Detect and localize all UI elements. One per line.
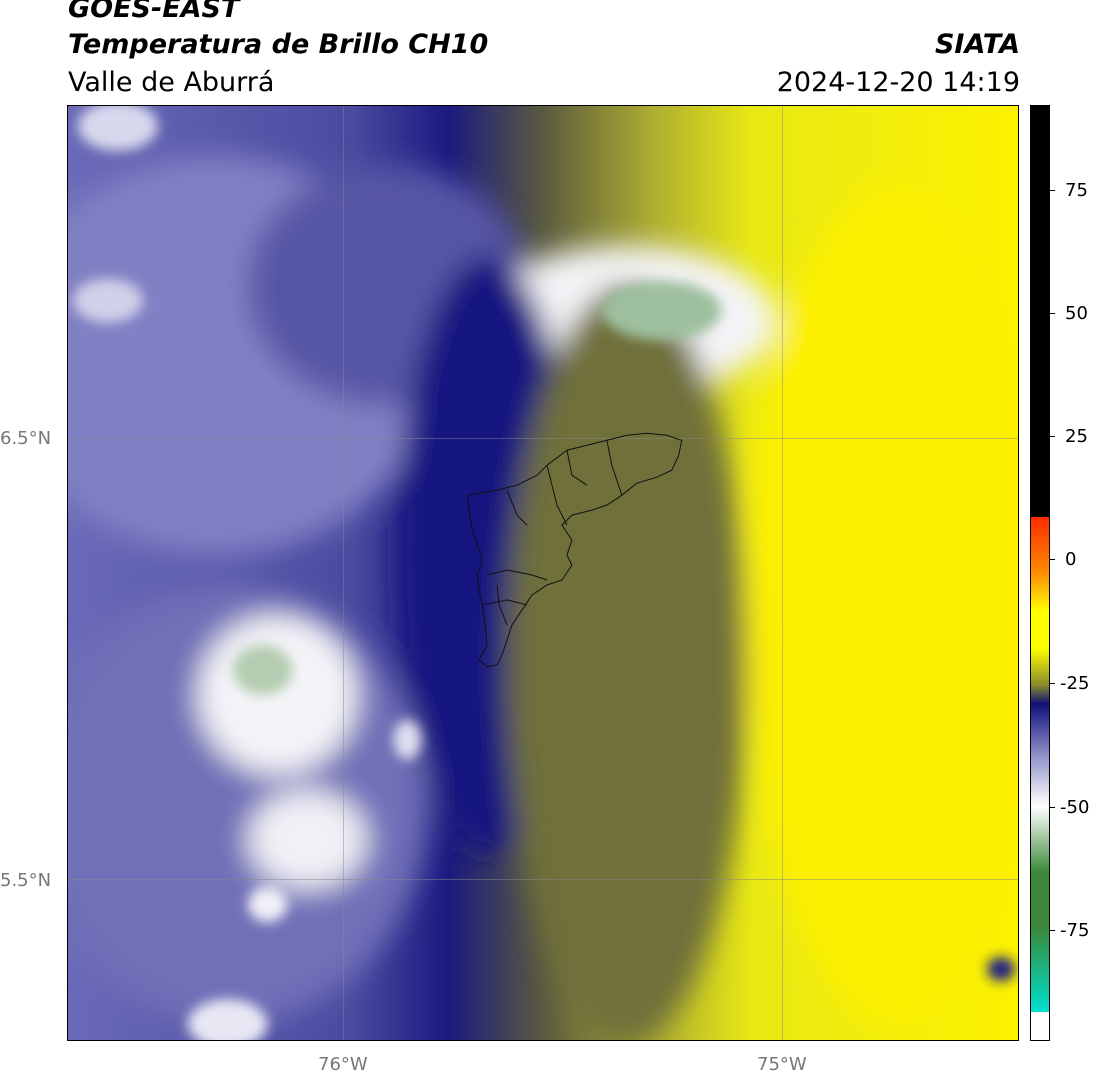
colorbar-label-25: 25: [1065, 426, 1088, 447]
cold-cloud-southwest: [197, 614, 358, 775]
colorbar-label-75: 75: [1065, 180, 1088, 201]
title-region: Valle de Aburrá: [68, 67, 275, 98]
lon-label-75: 75°W: [757, 1054, 807, 1075]
lat-label-5.5: 5.5°N: [0, 870, 52, 891]
org-label: SIATA: [934, 29, 1020, 60]
cloud-dot-southeast: [987, 957, 1016, 982]
cloud-dot-south: [393, 719, 422, 760]
cloud-dot-sw2: [247, 886, 288, 923]
title-product: Temperatura de Brillo CH10: [68, 29, 489, 60]
cold-core-north: [601, 280, 722, 341]
map-area[interactable]: [67, 105, 1019, 1041]
colorbar: [1030, 105, 1050, 1041]
colorbar-tick-mark: [1050, 313, 1055, 314]
title-satellite: GOES-EAST: [68, 0, 240, 24]
colorbar-tick-mark: [1050, 436, 1055, 437]
colorbar-tick-mark: [1050, 683, 1055, 684]
colorbar-tick-mark: [1050, 190, 1055, 191]
brightness-temperature-map: [68, 106, 1018, 1040]
colorbar-label-0: 0: [1065, 549, 1077, 570]
cold-core-southwest: [232, 644, 293, 695]
cloud-patch-nw: [77, 106, 158, 151]
olive-band-east: [507, 285, 747, 1040]
colorbar-label-50: 50: [1065, 303, 1088, 324]
warm-region-east: [746, 185, 1018, 1024]
cloud-patch-west: [72, 278, 143, 323]
colorbar-label-neg25: -25: [1060, 673, 1090, 694]
cloud-south: [247, 789, 368, 890]
valle-aburra-boundary: [466, 432, 683, 668]
lat-label-6.5: 6.5°N: [0, 428, 52, 449]
lon-label-76: 76°W: [318, 1054, 368, 1075]
colorbar-label-neg75: -75: [1060, 920, 1090, 941]
colorbar-tick-mark: [1050, 559, 1055, 560]
colorbar-tick-mark: [1050, 930, 1055, 931]
timestamp: 2024-12-20 14:19: [776, 67, 1020, 98]
colorbar-label-neg50: -50: [1060, 797, 1090, 818]
colorbar-tick-mark: [1050, 807, 1055, 808]
cloud-patch-sw: [187, 999, 268, 1040]
